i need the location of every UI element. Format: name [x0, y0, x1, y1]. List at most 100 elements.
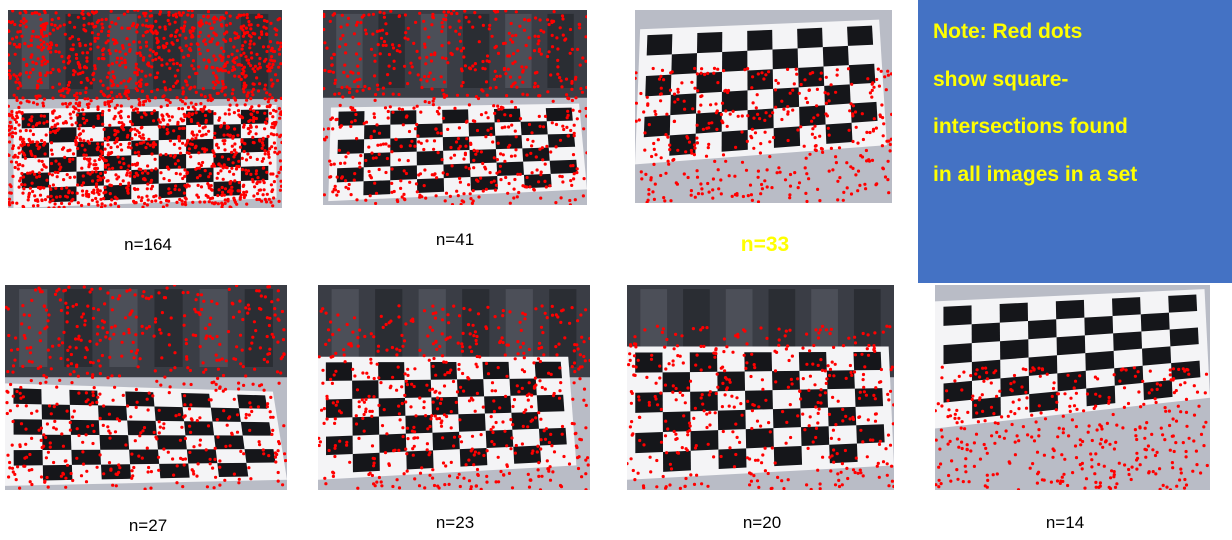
red-dot: [492, 426, 495, 429]
red-dot: [236, 16, 239, 19]
red-dot: [446, 173, 449, 176]
board-square: [442, 109, 468, 123]
red-dot: [1030, 435, 1033, 438]
red-dot: [693, 147, 696, 150]
red-dot: [504, 395, 507, 398]
red-dot: [169, 191, 172, 194]
board-square: [647, 34, 673, 55]
red-dot: [238, 181, 241, 184]
red-dot: [81, 189, 84, 192]
red-dot: [184, 102, 187, 105]
red-dot: [228, 108, 231, 111]
red-dot: [492, 399, 495, 402]
red-dot: [96, 466, 99, 469]
red-dot: [159, 153, 162, 156]
red-dot: [102, 53, 105, 56]
red-dot: [886, 70, 889, 73]
board-square: [829, 444, 857, 464]
red-dot: [145, 327, 148, 330]
red-dot: [774, 106, 777, 109]
red-dot: [731, 351, 734, 354]
red-dot: [214, 58, 217, 61]
red-dot: [188, 115, 191, 118]
red-dot: [51, 110, 54, 113]
red-dot: [803, 428, 806, 431]
red-dot: [133, 187, 136, 190]
board-square: [1113, 331, 1142, 350]
red-dot: [72, 73, 75, 76]
red-dot: [236, 63, 239, 66]
red-dot: [1051, 395, 1054, 398]
red-dot: [457, 194, 460, 197]
red-dot: [168, 391, 171, 394]
red-dot: [817, 364, 820, 367]
red-dot: [647, 188, 650, 191]
red-dot: [73, 410, 76, 413]
red-dot: [1128, 473, 1131, 476]
red-dot: [774, 79, 777, 82]
red-dot: [126, 169, 129, 172]
red-dot: [584, 359, 587, 362]
red-dot: [58, 115, 61, 118]
red-dot: [676, 451, 679, 454]
red-dot: [258, 62, 261, 65]
red-dot: [519, 173, 522, 176]
red-dot: [1100, 438, 1103, 441]
red-dot: [25, 456, 28, 459]
red-dot: [33, 194, 36, 197]
red-dot: [581, 56, 584, 59]
red-dot: [406, 368, 409, 371]
red-dot: [237, 165, 240, 168]
red-dot: [205, 119, 208, 122]
red-dot: [565, 78, 568, 81]
red-dot: [108, 124, 111, 127]
red-dot: [582, 194, 585, 197]
red-dot: [42, 104, 45, 107]
red-dot: [400, 385, 403, 388]
red-dot: [485, 481, 488, 484]
red-dot: [367, 146, 370, 149]
red-dot: [537, 42, 540, 45]
red-dot: [1185, 483, 1188, 486]
red-dot: [106, 139, 109, 142]
red-dot: [20, 322, 23, 325]
red-dot: [538, 115, 541, 118]
red-dot: [544, 115, 547, 118]
red-dot: [995, 431, 998, 434]
red-dot: [128, 43, 131, 46]
red-dot: [849, 364, 852, 367]
red-dot: [115, 484, 118, 487]
red-dot: [1075, 425, 1078, 428]
red-dot: [985, 371, 988, 374]
red-dot: [703, 73, 706, 76]
red-dot: [226, 424, 229, 427]
board-square: [338, 111, 364, 126]
red-dot: [353, 374, 356, 377]
red-dot: [170, 41, 173, 44]
red-dot: [136, 52, 139, 55]
red-dot: [504, 176, 507, 179]
red-dot: [398, 486, 401, 489]
red-dot: [440, 421, 443, 424]
red-dot: [264, 97, 267, 100]
red-dot: [195, 133, 198, 136]
red-dot: [841, 419, 844, 422]
red-dot: [327, 127, 330, 130]
red-dot: [373, 182, 376, 185]
red-dot: [436, 110, 439, 113]
red-dot: [716, 109, 719, 112]
red-dot: [561, 433, 564, 436]
red-dot: [685, 135, 688, 138]
red-dot: [182, 416, 185, 419]
red-dot: [750, 427, 753, 430]
red-dot: [579, 87, 582, 90]
red-dot: [493, 46, 496, 49]
red-dot: [477, 195, 480, 198]
red-dot: [190, 43, 193, 46]
red-dot: [973, 441, 976, 444]
red-dot: [736, 436, 739, 439]
red-dot: [1044, 417, 1047, 420]
red-dot: [363, 401, 366, 404]
red-dot: [561, 425, 564, 428]
red-dot: [735, 396, 738, 399]
